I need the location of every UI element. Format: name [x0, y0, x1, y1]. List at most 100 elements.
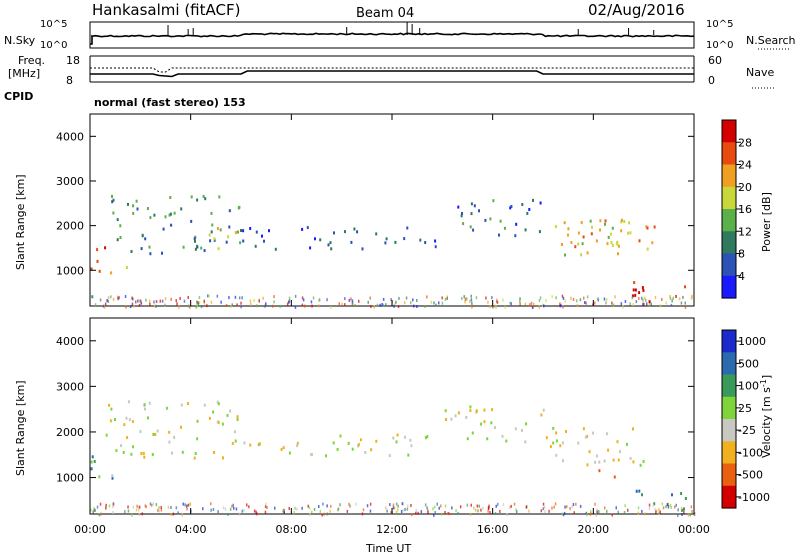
- label-rest: ]: [760, 375, 773, 379]
- heatmap-cell: [491, 408, 494, 412]
- heatmap-cell: [465, 415, 468, 419]
- colorbar-tick-label: 16: [738, 203, 752, 216]
- heatmap-cell: [596, 510, 598, 514]
- heatmap-cell: [218, 195, 221, 199]
- heatmap-cell: [253, 509, 256, 513]
- heatmap-cell: [426, 295, 428, 299]
- heatmap-cell: [246, 503, 248, 507]
- heatmap-cell: [590, 232, 593, 236]
- cpid-label: CPID: [4, 90, 33, 103]
- heatmap-cell: [175, 299, 177, 303]
- heatmap-cell: [433, 301, 435, 305]
- freq-line: [90, 70, 694, 78]
- heatmap-cell: [112, 198, 115, 202]
- heatmap-cell: [336, 448, 339, 451]
- heatmap-cell: [164, 215, 167, 219]
- x-tick-label: 08:00: [275, 523, 307, 536]
- heatmap-cell: [294, 294, 297, 298]
- heatmap-cell: [552, 441, 555, 445]
- heatmap-cell: [376, 303, 379, 307]
- heatmap-cell: [693, 512, 696, 516]
- heatmap-cell: [441, 301, 444, 305]
- heatmap-cell: [524, 228, 527, 232]
- heatmap-cell: [471, 304, 473, 308]
- heatmap-cell: [228, 296, 230, 300]
- heatmap-cell: [366, 504, 369, 508]
- heatmap-cell: [520, 428, 523, 432]
- heatmap-cell: [196, 437, 199, 441]
- heatmap-cell: [161, 299, 164, 303]
- heatmap-cell: [367, 300, 369, 304]
- heatmap-cell: [224, 507, 227, 511]
- heatmap-cell: [156, 429, 159, 433]
- heatmap-cell: [157, 508, 159, 512]
- heatmap-cell: [132, 505, 135, 509]
- heatmap-cell: [498, 233, 500, 237]
- heatmap-cell: [102, 304, 105, 308]
- heatmap-cell: [161, 251, 163, 255]
- heatmap-cell: [634, 293, 637, 297]
- heatmap-cell: [164, 303, 166, 307]
- heatmap-cell: [473, 506, 475, 510]
- heatmap-cell: [460, 214, 463, 218]
- x-tick-label: 00:00: [678, 523, 710, 536]
- heatmap-cell: [614, 295, 616, 299]
- heatmap-cell: [616, 240, 619, 244]
- heatmap-cell: [109, 419, 112, 423]
- heatmap-cell: [440, 504, 442, 508]
- heatmap-cell: [107, 296, 110, 300]
- heatmap-cell: [572, 298, 575, 301]
- heatmap-cell: [180, 403, 183, 407]
- heatmap-cell: [159, 299, 162, 303]
- heatmap-cell: [91, 295, 93, 299]
- heatmap-cell: [496, 300, 498, 304]
- heatmap-cell: [133, 304, 135, 308]
- heatmap-cell: [624, 300, 627, 303]
- heatmap-cell: [347, 441, 350, 445]
- heatmap-cell: [394, 240, 397, 244]
- heatmap-cell: [96, 248, 99, 252]
- heatmap-cell: [495, 504, 497, 508]
- heatmap-cell: [170, 297, 172, 301]
- heatmap-cell: [127, 202, 129, 206]
- heatmap-cell: [187, 402, 189, 406]
- heatmap-cell: [470, 202, 473, 206]
- heatmap-cell: [350, 297, 352, 301]
- heatmap-cell: [180, 425, 182, 429]
- heatmap-cell: [142, 451, 145, 455]
- heatmap-cell: [229, 507, 232, 511]
- heatmap-cell: [415, 508, 418, 512]
- heatmap-cell: [612, 303, 615, 307]
- heatmap-cell: [551, 506, 553, 510]
- noise-right-tick-top: 10^5: [706, 19, 733, 30]
- heatmap-cell: [586, 251, 589, 255]
- heatmap-cell: [93, 508, 96, 512]
- heatmap-cell: [310, 300, 313, 304]
- heatmap-cell: [330, 504, 332, 508]
- heatmap-cell: [318, 505, 320, 508]
- heatmap-cell: [301, 227, 304, 231]
- heatmap-cell: [226, 413, 229, 417]
- heatmap-cell: [469, 405, 472, 409]
- nave-label: Nave: [746, 66, 774, 79]
- heatmap-cell: [424, 503, 427, 507]
- colorbar-swatch: [722, 231, 736, 255]
- colorbar-tick-label: 8: [738, 248, 745, 261]
- heatmap-cell: [265, 302, 267, 306]
- heatmap-cell: [583, 296, 585, 300]
- heatmap-cell: [208, 233, 211, 237]
- power-frame: [89, 113, 695, 307]
- heatmap-cell: [475, 410, 478, 414]
- heatmap-cell: [326, 512, 329, 516]
- heatmap-cell: [234, 231, 237, 235]
- heatmap-cell: [665, 505, 667, 509]
- colorbar-swatch: [722, 164, 736, 188]
- heatmap-cell: [648, 507, 651, 510]
- heatmap-cell: [178, 305, 180, 309]
- heatmap-cell: [621, 218, 623, 222]
- heatmap-cell: [684, 301, 686, 305]
- heatmap-cell: [202, 194, 205, 198]
- heatmap-cell: [210, 211, 213, 215]
- heatmap-cell: [112, 211, 115, 215]
- heatmap-cell: [177, 511, 179, 515]
